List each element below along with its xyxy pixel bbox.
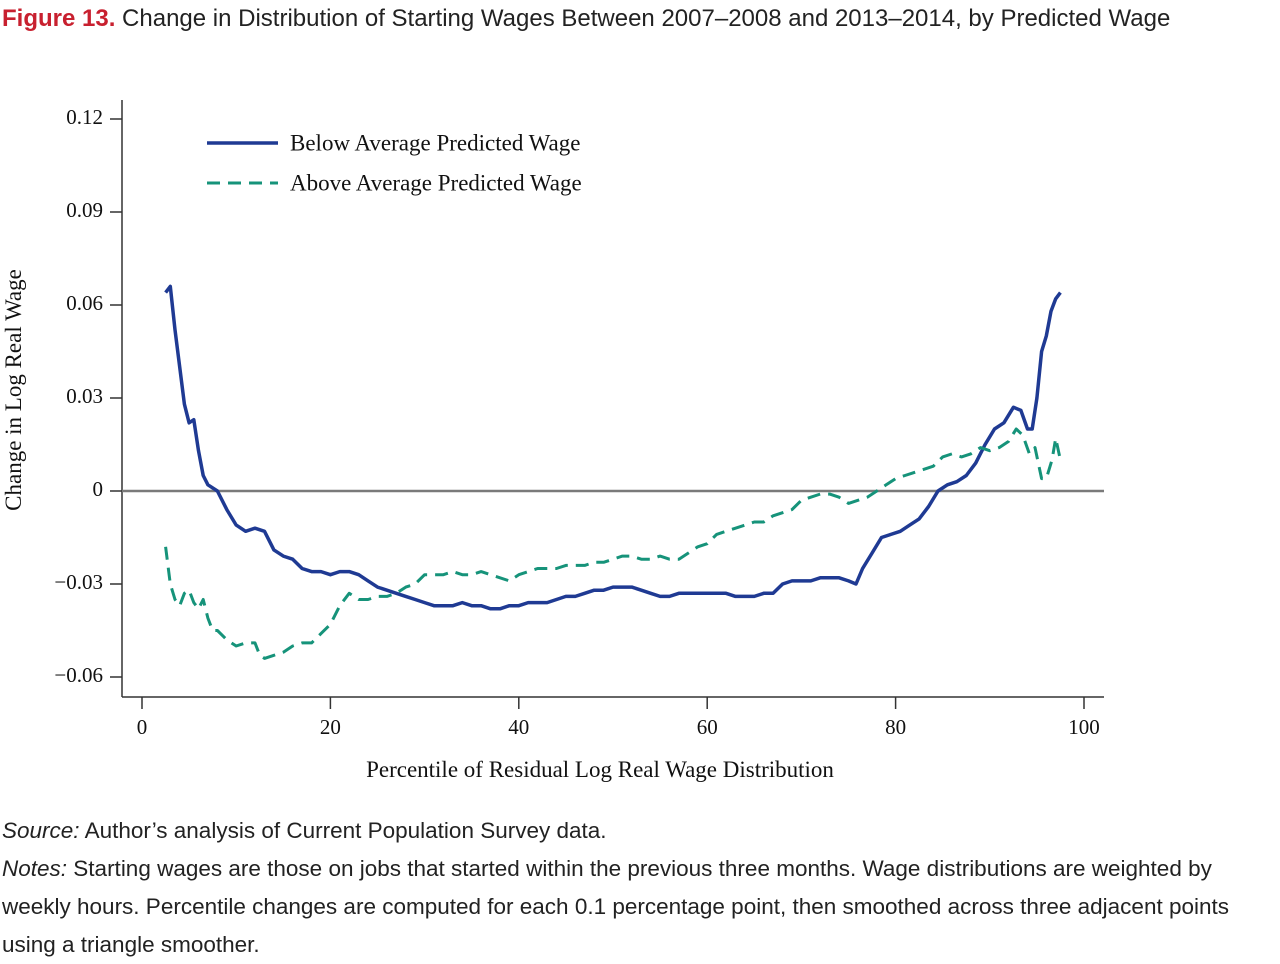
x-tick-label: 100	[1068, 715, 1100, 739]
x-tick-label: 40	[508, 715, 529, 739]
legend-label-below-average: Below Average Predicted Wage	[290, 130, 580, 155]
series-line-above-average	[164, 427, 1062, 660]
y-axis-label: Change in Log Real Wage	[1, 269, 26, 511]
x-axis-label: Percentile of Residual Log Real Wage Dis…	[366, 757, 834, 782]
x-tick-label: 80	[885, 715, 906, 739]
y-tick-label: −0.06	[54, 663, 103, 687]
source-note: Source: Author’s analysis of Current Pop…	[2, 812, 1278, 850]
figure-label: Figure 13.	[2, 5, 116, 32]
y-tick-label: 0.03	[66, 384, 103, 408]
x-tick-label: 0	[137, 715, 148, 739]
plot-axes: −0.06 −0.03 0 0.03 0.06 0.09 0.12 0 20 40 60 80 100	[54, 100, 1104, 739]
notes-text: Starting wages are those on jobs that st…	[2, 856, 1229, 957]
y-tick-label: −0.03	[54, 570, 103, 594]
source-label: Source:	[2, 818, 80, 843]
figure-footer: Source: Author’s analysis of Current Pop…	[2, 812, 1278, 964]
y-tick-label: 0.12	[66, 105, 103, 129]
y-tick-label: 0.09	[66, 198, 103, 222]
y-tick-label: 0	[93, 477, 104, 501]
x-ticks: 0 20 40 60 80 100	[137, 697, 1100, 739]
y-ticks: −0.06 −0.03 0 0.03 0.06 0.09 0.12	[54, 105, 122, 687]
figure-title: Figure 13. Change in Distribution of Sta…	[2, 0, 1278, 38]
y-tick-label: 0.06	[66, 291, 103, 315]
legend-label-above-average: Above Average Predicted Wage	[290, 170, 582, 195]
legend: Below Average Predicted Wage Above Avera…	[207, 130, 582, 195]
notes-label: Notes:	[2, 856, 68, 881]
x-tick-label: 60	[697, 715, 718, 739]
figure-title-text: Change in Distribution of Starting Wages…	[122, 5, 1171, 32]
notes: Notes: Starting wages are those on jobs …	[2, 850, 1278, 964]
line-chart: −0.06 −0.03 0 0.03 0.06 0.09 0.12 0 20 40 60 80 100…	[1, 100, 1104, 782]
source-text: Author’s analysis of Current Population …	[84, 818, 607, 843]
series-layer	[164, 284, 1062, 660]
series-line-below-average	[164, 284, 1062, 611]
x-tick-label: 20	[320, 715, 341, 739]
